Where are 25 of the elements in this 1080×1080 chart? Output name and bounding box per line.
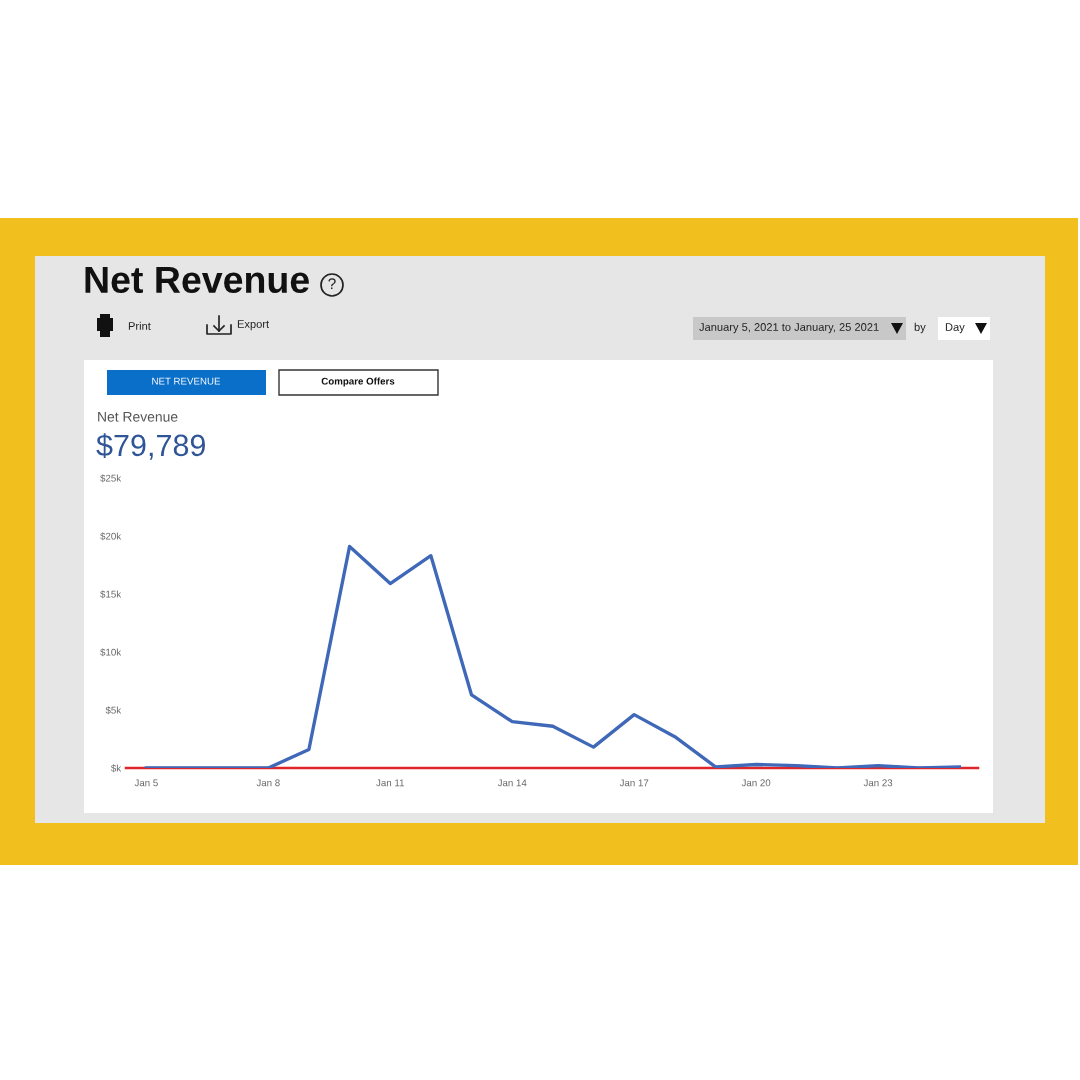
y-tick-label: $20k — [100, 532, 122, 541]
text: Export — [237, 320, 270, 331]
text: Day — [945, 323, 965, 334]
x-tick-label: Jan 14 — [497, 779, 527, 787]
text: by — [914, 322, 926, 334]
y-tick-label: $k — [110, 764, 122, 773]
x-tick-label: Jan 20 — [741, 779, 771, 787]
y-tick-label: $5k — [105, 706, 122, 715]
text: $79,789 — [96, 433, 205, 460]
chart-title: Net Revenue — [85, 266, 309, 294]
text: ? — [328, 278, 336, 289]
text: January 5, 2021 to January, 25 2021 — [699, 323, 879, 334]
line-series — [144, 544, 962, 768]
text: NET REVENUE — [152, 377, 221, 385]
y-tick-label: $25k — [100, 474, 122, 483]
x-tick-label: Jan 23 — [863, 779, 893, 787]
x-tick-label: Jan 5 — [134, 779, 158, 787]
text: Compare Offers — [321, 377, 395, 387]
x-tick-label: Jan 17 — [619, 779, 649, 787]
y-tick-label: $10k — [100, 648, 122, 657]
y-tick-label: $15k — [100, 590, 122, 599]
x-tick-label: Jan 8 — [256, 779, 280, 787]
x-tick-label: Jan 11 — [376, 779, 404, 787]
text: Print — [128, 321, 151, 330]
text: Net Revenue — [98, 412, 178, 422]
